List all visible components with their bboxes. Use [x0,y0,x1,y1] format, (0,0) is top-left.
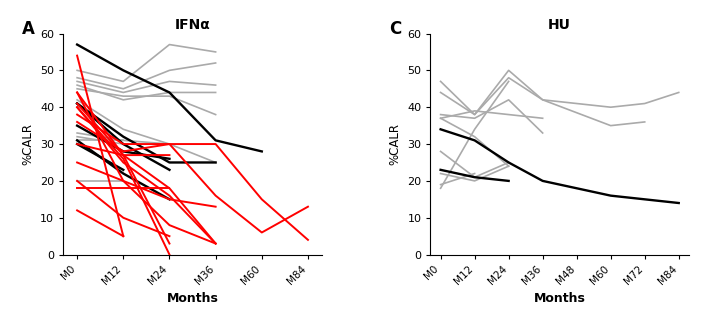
Title: IFNα: IFNα [174,18,210,32]
X-axis label: Months: Months [534,292,586,305]
Title: HU: HU [548,18,571,32]
Y-axis label: %CALR: %CALR [22,123,34,165]
Y-axis label: %CALR: %CALR [389,123,401,165]
Text: A: A [22,20,34,38]
Text: C: C [389,20,401,38]
X-axis label: Months: Months [167,292,219,305]
